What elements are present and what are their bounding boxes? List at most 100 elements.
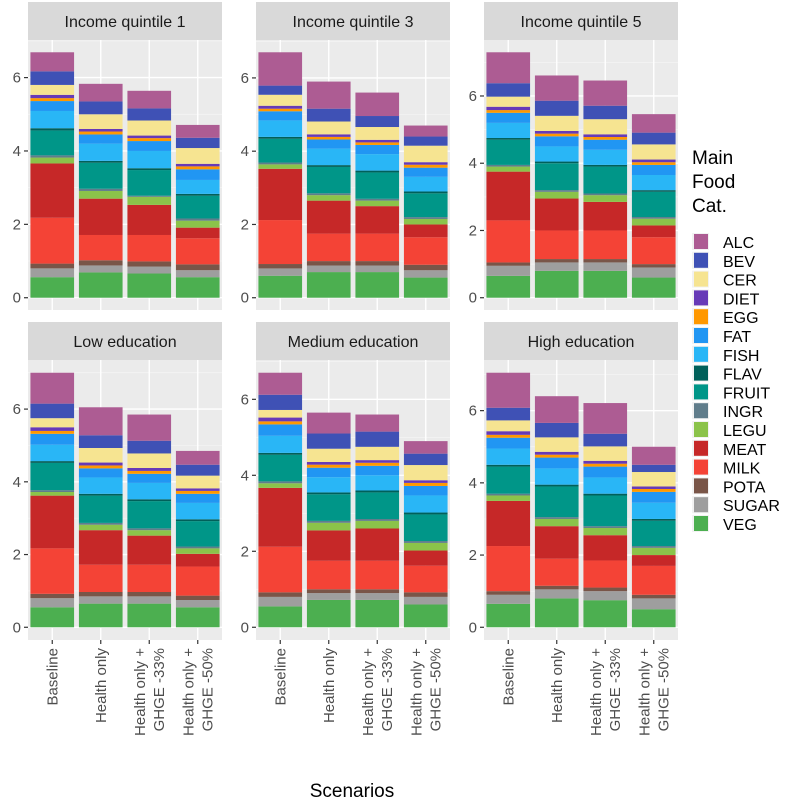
bar-segment-bev: [258, 394, 303, 410]
y-tick-label: 2: [241, 543, 249, 560]
legend-swatch: [694, 440, 708, 456]
bar-segment-pota: [127, 261, 172, 267]
bar-segment-ingr: [583, 193, 628, 196]
legend-label: EGG: [723, 310, 759, 327]
bar-segment-pota: [355, 261, 400, 266]
bar-segment-legu: [306, 195, 351, 201]
bar-segment-fish: [175, 502, 220, 520]
bar-segment-ingr: [258, 481, 303, 484]
bar-segment-fruit: [355, 172, 400, 199]
bar-segment-ingr: [127, 528, 172, 531]
bar-segment-fish: [403, 176, 448, 192]
y-tick-label: 4: [13, 143, 21, 160]
legend-swatch: [694, 478, 708, 494]
bar-segment-pota: [127, 592, 172, 597]
bar-segment-fruit: [258, 138, 303, 163]
bar-segment-milk: [631, 565, 676, 595]
bar-segment-ingr: [631, 546, 676, 548]
bar-segment-fat: [631, 164, 676, 175]
legend-item: ALC: [692, 233, 754, 252]
legend-swatch: [694, 365, 708, 381]
facet-panel: Income quintile 5 0 2 4 6: [469, 2, 678, 310]
x-tick-label: GHGE -33%: [151, 648, 168, 731]
bar-segment-egg: [306, 464, 351, 468]
bar-segment-meat: [583, 201, 628, 231]
y-tick-label: 4: [469, 475, 477, 492]
bar-segment-fruit: [583, 495, 628, 527]
bar-segment-flav: [127, 499, 172, 502]
bar-segment-ingr: [583, 526, 628, 528]
bar-segment-milk: [583, 230, 628, 260]
bar-segment-diet: [583, 134, 628, 138]
bar-segment-diet: [355, 460, 400, 463]
bar-segment-cer: [486, 96, 531, 107]
bar-segment-fat: [306, 139, 351, 149]
bar-segment-pota: [78, 592, 123, 597]
legend-item: FLAV: [692, 364, 762, 384]
x-tick-label: GHGE -33%: [379, 648, 396, 731]
bar-segment-fruit: [486, 466, 531, 494]
bar-segment-fruit: [78, 495, 123, 523]
facet-strip: [256, 2, 450, 40]
legend-swatch: [694, 403, 708, 419]
bar-segment-flav: [258, 136, 303, 139]
y-tick-label: 6: [241, 391, 249, 408]
bar-segment-sugar: [631, 598, 676, 610]
x-tick-label: Health only +: [636, 648, 653, 736]
bar-segment-diet: [78, 128, 123, 132]
bar-segment-diet: [306, 462, 351, 465]
bar-segment-egg: [355, 462, 400, 466]
bar-segment-legu: [631, 547, 676, 556]
bar-segment-fruit: [403, 193, 448, 218]
bar-segment-egg: [486, 110, 531, 113]
bar-segment-meat: [30, 163, 75, 218]
bar-segment-pota: [355, 589, 400, 594]
x-tick-label: Health only +: [588, 648, 605, 736]
bar-segment-legu: [534, 518, 579, 527]
x-tick-label: GHGE -50%: [199, 648, 216, 731]
legend-item: LEGU: [692, 421, 767, 440]
bar-segment-diet: [355, 139, 400, 143]
bar-segment-ingr: [403, 541, 448, 543]
bar-segment-veg: [175, 277, 220, 298]
bar-segment-diet: [127, 135, 172, 139]
bar-segment-milk: [30, 548, 75, 594]
bar-segment-flav: [258, 452, 303, 455]
bar-segment-meat: [30, 495, 75, 549]
bar-segment-fish: [631, 175, 676, 191]
bar-segment-legu: [127, 196, 172, 205]
bar-segment-legu: [486, 495, 531, 501]
bar-segment-egg: [175, 490, 220, 494]
bar-segment-bev: [486, 407, 531, 421]
bar-segment-egg: [631, 488, 676, 492]
bar-segment-egg: [175, 166, 220, 170]
bar-segment-meat: [127, 535, 172, 565]
bar-segment-meat: [258, 168, 303, 221]
bar-segment-fish: [355, 475, 400, 491]
bar-segment-bev: [30, 71, 75, 85]
bar-segment-flav: [403, 512, 448, 515]
bar-segment-meat: [127, 204, 172, 235]
legend-swatch: [694, 459, 708, 475]
bar-segment-milk: [403, 565, 448, 593]
bar-segment-flav: [78, 160, 123, 163]
bar-segment-legu: [403, 218, 448, 225]
bar-segment-fruit: [583, 166, 628, 194]
bar-segment-fruit: [534, 486, 579, 518]
bar-segment-alc: [355, 92, 400, 117]
bar-segment-egg: [30, 98, 75, 102]
bar-segment-flav: [127, 168, 172, 171]
bar-segment-fruit: [306, 494, 351, 521]
bar-segment-sugar: [486, 594, 531, 604]
bar-segment-sugar: [403, 596, 448, 605]
bar-segment-legu: [534, 191, 579, 199]
bar-segment-bev: [486, 83, 531, 97]
bar-segment-fat: [486, 112, 531, 123]
bar-segment-ingr: [127, 195, 172, 197]
bar-segment-veg: [631, 277, 676, 298]
legend-item: VEG: [692, 515, 757, 534]
bar-segment-fruit: [127, 501, 172, 529]
bar-segment-fat: [534, 457, 579, 469]
bar-segment-milk: [30, 217, 75, 264]
bar-segment-milk: [486, 220, 531, 263]
